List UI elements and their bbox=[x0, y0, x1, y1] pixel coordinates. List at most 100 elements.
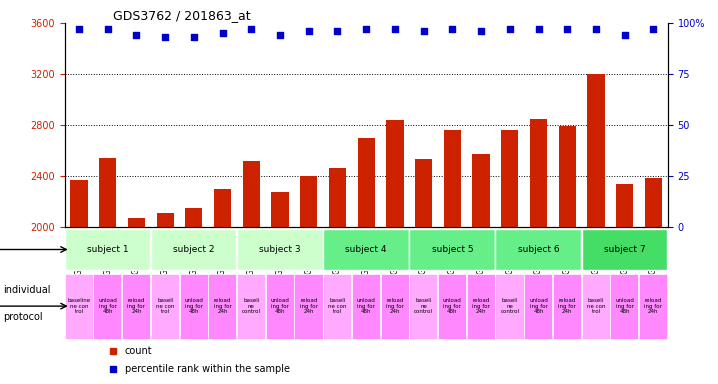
Point bbox=[159, 34, 171, 40]
Bar bbox=[70, 180, 88, 227]
Text: subject 1: subject 1 bbox=[87, 245, 129, 254]
Bar bbox=[386, 120, 404, 227]
Bar bbox=[271, 192, 289, 227]
FancyBboxPatch shape bbox=[582, 229, 667, 270]
FancyBboxPatch shape bbox=[237, 229, 322, 270]
Bar bbox=[444, 130, 461, 227]
Bar bbox=[99, 158, 116, 227]
FancyBboxPatch shape bbox=[495, 273, 523, 339]
FancyBboxPatch shape bbox=[323, 229, 409, 270]
Text: unload
ing for
48h: unload ing for 48h bbox=[615, 298, 634, 314]
Text: subject 4: subject 4 bbox=[345, 245, 387, 254]
Bar bbox=[329, 168, 346, 227]
FancyBboxPatch shape bbox=[208, 273, 236, 339]
Text: count: count bbox=[125, 346, 152, 356]
Text: unload
ing for
48h: unload ing for 48h bbox=[529, 298, 548, 314]
Bar bbox=[185, 208, 202, 227]
FancyBboxPatch shape bbox=[409, 273, 437, 339]
Point bbox=[561, 26, 573, 32]
Text: reload
ing for
24h: reload ing for 24h bbox=[128, 298, 145, 314]
Point bbox=[504, 26, 516, 32]
Text: baseli
ne
control: baseli ne control bbox=[414, 298, 433, 314]
Text: baseli
ne con
trol: baseli ne con trol bbox=[328, 298, 347, 314]
FancyBboxPatch shape bbox=[294, 273, 322, 339]
FancyBboxPatch shape bbox=[582, 273, 610, 339]
FancyBboxPatch shape bbox=[65, 229, 150, 270]
FancyBboxPatch shape bbox=[524, 273, 552, 339]
Bar bbox=[128, 218, 145, 227]
Point bbox=[332, 28, 343, 34]
FancyBboxPatch shape bbox=[610, 273, 638, 339]
Text: reload
ing for
24h: reload ing for 24h bbox=[300, 298, 317, 314]
FancyBboxPatch shape bbox=[495, 229, 581, 270]
Point bbox=[274, 32, 286, 38]
Point bbox=[102, 26, 113, 32]
Bar bbox=[501, 130, 518, 227]
Text: unload
ing for
48h: unload ing for 48h bbox=[271, 298, 289, 314]
FancyBboxPatch shape bbox=[65, 273, 93, 339]
Text: subject 7: subject 7 bbox=[604, 245, 645, 254]
Point bbox=[217, 30, 228, 36]
Point bbox=[360, 26, 372, 32]
FancyBboxPatch shape bbox=[151, 273, 179, 339]
Bar bbox=[530, 119, 547, 227]
FancyBboxPatch shape bbox=[381, 273, 409, 339]
Bar bbox=[243, 161, 260, 227]
FancyBboxPatch shape bbox=[180, 273, 208, 339]
Point bbox=[303, 28, 314, 34]
Text: subject 5: subject 5 bbox=[432, 245, 473, 254]
Bar bbox=[358, 138, 375, 227]
Text: baseli
ne
control: baseli ne control bbox=[242, 298, 261, 314]
FancyBboxPatch shape bbox=[323, 273, 351, 339]
Text: unload
ing for
48h: unload ing for 48h bbox=[185, 298, 203, 314]
Text: reload
ing for
24h: reload ing for 24h bbox=[472, 298, 490, 314]
FancyBboxPatch shape bbox=[122, 273, 150, 339]
Text: unload
ing for
48h: unload ing for 48h bbox=[443, 298, 462, 314]
FancyBboxPatch shape bbox=[93, 273, 121, 339]
Point bbox=[131, 32, 142, 38]
FancyBboxPatch shape bbox=[266, 273, 294, 339]
FancyBboxPatch shape bbox=[467, 273, 495, 339]
FancyBboxPatch shape bbox=[639, 273, 667, 339]
Bar bbox=[415, 159, 432, 227]
Text: individual: individual bbox=[4, 285, 51, 295]
Text: reload
ing for
24h: reload ing for 24h bbox=[214, 298, 231, 314]
Text: subject 6: subject 6 bbox=[518, 245, 559, 254]
Point bbox=[533, 26, 544, 32]
Text: protocol: protocol bbox=[4, 312, 43, 322]
Text: subject 2: subject 2 bbox=[173, 245, 215, 254]
Text: subject 3: subject 3 bbox=[259, 245, 301, 254]
Text: reload
ing for
24h: reload ing for 24h bbox=[559, 298, 576, 314]
Text: GDS3762 / 201863_at: GDS3762 / 201863_at bbox=[113, 9, 251, 22]
Bar bbox=[587, 74, 605, 227]
Bar bbox=[157, 213, 174, 227]
Text: baseli
ne
control: baseli ne control bbox=[500, 298, 519, 314]
FancyBboxPatch shape bbox=[438, 273, 466, 339]
Text: baseli
ne con
trol: baseli ne con trol bbox=[156, 298, 174, 314]
Point bbox=[246, 26, 257, 32]
FancyBboxPatch shape bbox=[553, 273, 581, 339]
Text: baseli
ne con
trol: baseli ne con trol bbox=[587, 298, 605, 314]
Text: percentile rank within the sample: percentile rank within the sample bbox=[125, 364, 290, 374]
FancyBboxPatch shape bbox=[151, 229, 236, 270]
Point bbox=[475, 28, 487, 34]
Point bbox=[188, 34, 200, 40]
Point bbox=[389, 26, 401, 32]
Text: reload
ing for
24h: reload ing for 24h bbox=[386, 298, 404, 314]
FancyBboxPatch shape bbox=[237, 273, 265, 339]
Point bbox=[447, 26, 458, 32]
Bar bbox=[300, 176, 317, 227]
Point bbox=[590, 26, 602, 32]
Bar bbox=[616, 184, 633, 227]
Text: unload
ing for
48h: unload ing for 48h bbox=[98, 298, 117, 314]
FancyBboxPatch shape bbox=[352, 273, 380, 339]
Point bbox=[73, 26, 85, 32]
Bar bbox=[559, 126, 576, 227]
Text: reload
ing for
24h: reload ing for 24h bbox=[645, 298, 662, 314]
Point bbox=[619, 32, 630, 38]
Text: unload
ing for
48h: unload ing for 48h bbox=[357, 298, 376, 314]
FancyBboxPatch shape bbox=[409, 229, 495, 270]
Point bbox=[648, 26, 659, 32]
Bar bbox=[472, 154, 490, 227]
Point bbox=[418, 28, 429, 34]
